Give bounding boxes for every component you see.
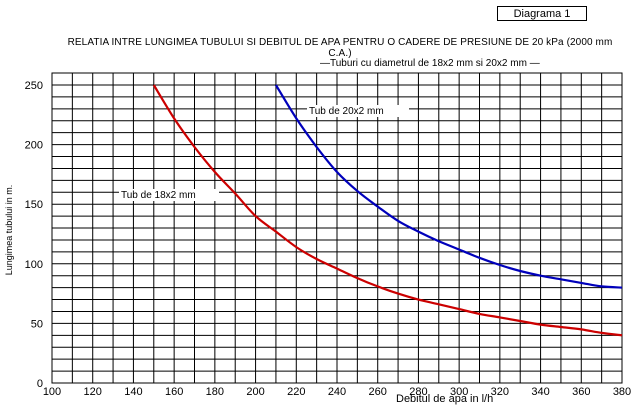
series-line-1 (152, 84, 623, 337)
y-tick-label: 100 (25, 259, 43, 271)
series-label-1: Tub de 18x2 mm (121, 190, 196, 201)
y-tick-label: 50 (31, 318, 43, 330)
y-tick-label: 0 (37, 378, 43, 390)
series-line-2 (274, 84, 623, 289)
series-label-background (119, 189, 219, 201)
x-tick-label: 140 (124, 386, 142, 398)
y-tick-label: 150 (25, 199, 43, 211)
y-tick-label: 250 (25, 80, 43, 92)
x-tick-label: 100 (43, 386, 61, 398)
chart-title: RELATIA INTRE LUNGIMEA TUBULUI SI DEBITU… (67, 37, 613, 59)
x-tick-label: 120 (84, 386, 102, 398)
x-tick-label: 320 (491, 386, 509, 398)
x-tick-label: 240 (328, 386, 346, 398)
x-tick-label: 160 (165, 386, 183, 398)
series-label-2: Tub de 20x2 mm (309, 106, 384, 117)
series-label-background (307, 105, 409, 117)
x-tick-label: 180 (206, 386, 224, 398)
diagram-badge: Diagrama 1 (497, 6, 587, 21)
plot-area-border (51, 72, 623, 384)
chart-subtitle: —Tuburi cu diametrul de 18x2 mm si 20x2 … (320, 58, 540, 69)
x-tick-label: 380 (613, 386, 631, 398)
x-tick-label: 260 (369, 386, 387, 398)
x-tick-label: 340 (531, 386, 549, 398)
x-tick-label: 360 (572, 386, 590, 398)
x-tick-label: 300 (450, 386, 468, 398)
x-tick-label: 200 (246, 386, 264, 398)
y-tick-label: 200 (25, 140, 43, 152)
x-tick-label: 220 (287, 386, 305, 398)
x-axis-label: Debitul de apa in l/h (396, 393, 494, 405)
x-tick-label: 280 (409, 386, 427, 398)
